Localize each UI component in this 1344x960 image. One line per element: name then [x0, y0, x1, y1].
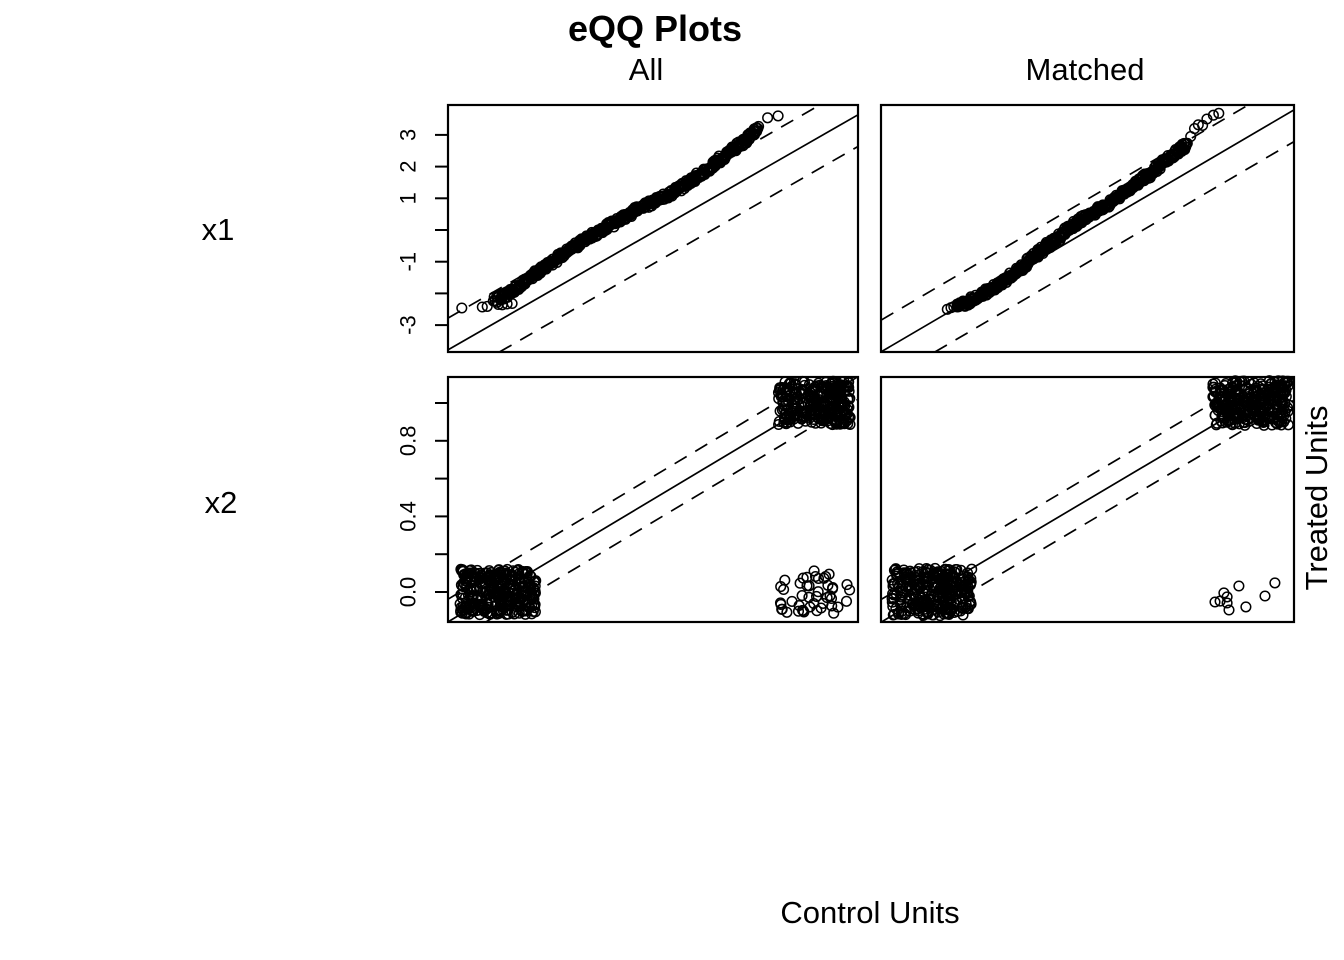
tick-label: -1	[396, 252, 421, 272]
y-axis-x1-all: 3 2 1 -1 -3	[396, 129, 448, 335]
dashed-offset-line	[448, 377, 821, 600]
tick-label: 0.8	[396, 426, 421, 457]
dashed-offset-line	[919, 399, 1294, 622]
column-header-all: All	[629, 52, 663, 87]
panel-x2-matched	[879, 375, 1296, 624]
identity-line	[448, 114, 858, 351]
dashed-offset-line	[498, 145, 858, 352]
dashed-offset-line	[881, 105, 1249, 321]
identity-line	[881, 109, 1294, 352]
tick-label: 0.0	[396, 577, 421, 608]
panel-border-x1-matched	[879, 103, 1296, 354]
panel-border-x2-all	[446, 375, 860, 624]
tick-label: 2	[396, 160, 421, 172]
dashed-offset-line	[485, 398, 858, 622]
dashed-offset-line	[881, 377, 1258, 601]
reference-lines-x1-matched	[881, 105, 1294, 352]
column-header-matched: Matched	[1026, 52, 1145, 87]
panel-border-x1-all	[446, 103, 860, 354]
row-label-x1: x1	[202, 212, 235, 247]
x-axis-label: Control Units	[780, 895, 959, 930]
tick-label: 3	[396, 129, 421, 141]
reference-lines-x1-all	[448, 105, 858, 352]
dashed-offset-line	[934, 140, 1294, 352]
points-x1-all	[456, 110, 784, 314]
panel-border-x2-matched	[879, 375, 1296, 624]
panel-x1-matched	[879, 103, 1296, 354]
points-x1-matched	[941, 107, 1225, 315]
y-axis-x2-all: 0.8 0.4 0.0	[396, 402, 448, 608]
points-x2-matched	[886, 375, 1295, 622]
points-x2-all	[454, 375, 856, 621]
figure-title: eQQ Plots	[568, 8, 742, 49]
y-axis-label: Treated Units	[1299, 406, 1334, 591]
tick-label: 0.4	[396, 501, 421, 532]
panel-x1-all: 3 2 1 -1 -3	[396, 103, 860, 354]
panel-x2-all: 0.8 0.4 0.0	[396, 375, 860, 624]
tick-label: -3	[396, 315, 421, 335]
tick-label: 1	[396, 192, 421, 204]
row-label-x2: x2	[205, 485, 238, 520]
